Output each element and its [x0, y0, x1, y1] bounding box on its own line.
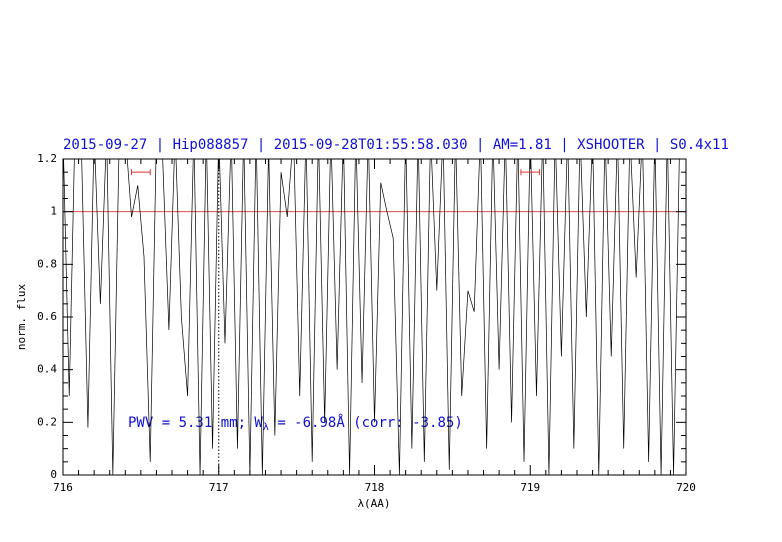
x-tick-label: 720: [676, 481, 696, 494]
plot-area: [63, 159, 686, 475]
y-tick-label: 1.2: [37, 152, 57, 165]
x-tick-label: 716: [53, 481, 73, 494]
annotation: PWV = 5.31 mm; Wλ = -6.98Å (corr: -3.85): [128, 414, 463, 433]
y-tick-label: 0.4: [37, 363, 57, 376]
y-tick-label: 0.8: [37, 257, 57, 270]
chart-title: 2015-09-27 | Hip088857 | 2015-09-28T01:5…: [63, 137, 729, 153]
x-tick-label: 718: [365, 481, 385, 494]
x-tick-label: 719: [520, 481, 540, 494]
annotation-subscript: λ: [263, 422, 269, 433]
y-axis-label: norm. flux: [15, 284, 28, 351]
spectrum-line: [63, 159, 686, 475]
y-tick-label: 1: [50, 205, 57, 218]
annotation-part: PWV = 5.31 mm; W: [128, 415, 263, 431]
annotation-part: = -6.98Å (corr: -3.85): [269, 414, 463, 431]
x-tick-label: 717: [209, 481, 229, 494]
y-tick-label: 0: [50, 468, 57, 481]
x-axis-label: λ(AA): [357, 497, 390, 510]
y-tick-label: 0.6: [37, 310, 57, 323]
y-tick-label: 0.2: [37, 415, 57, 428]
